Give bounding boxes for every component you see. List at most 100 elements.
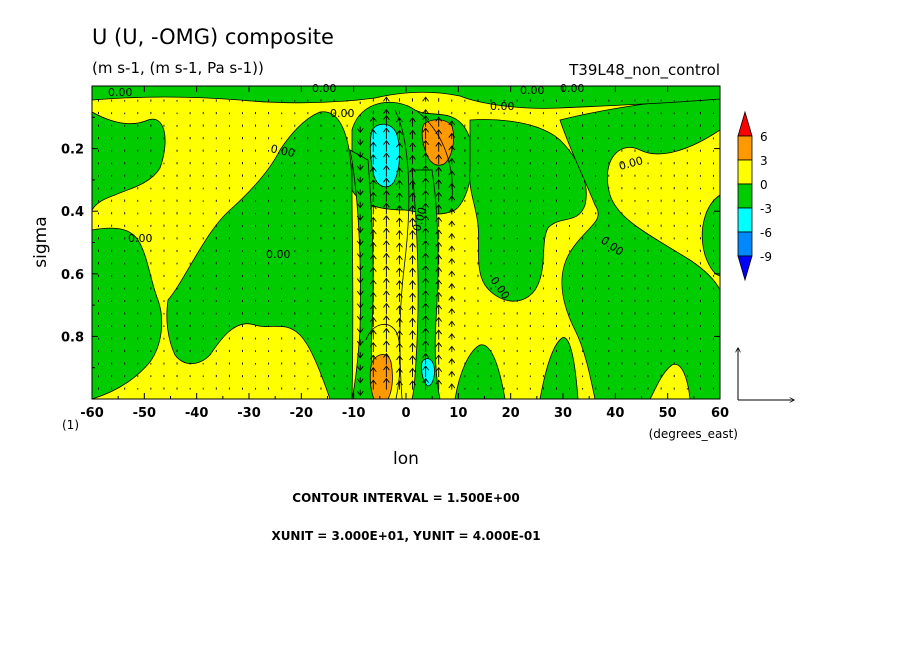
vector-arrowhead bbox=[422, 340, 429, 346]
x-axis-units: (degrees_east) bbox=[649, 427, 738, 441]
colorbar-segment bbox=[737, 135, 753, 161]
vector-arrowhead bbox=[356, 290, 364, 296]
vector-arrowhead bbox=[383, 377, 390, 383]
region-negative-west-mid bbox=[166, 111, 354, 399]
vector-arrowhead bbox=[448, 283, 456, 289]
vector-arrowhead bbox=[356, 390, 364, 397]
x-tick-label: 20 bbox=[502, 406, 520, 421]
vector-arrowhead bbox=[369, 354, 377, 360]
vector-arrowhead bbox=[383, 227, 390, 233]
vector-arrowhead bbox=[435, 179, 443, 185]
vector-arrowhead bbox=[409, 229, 416, 235]
y-tick-label: 0.8 bbox=[61, 330, 84, 345]
x-tick-label: -30 bbox=[237, 406, 261, 421]
chart-title: U (U, -OMG) composite bbox=[92, 25, 334, 49]
vector-arrowhead bbox=[448, 220, 456, 226]
panel-label: (1) bbox=[62, 418, 79, 432]
vector-arrowhead bbox=[383, 252, 390, 258]
vector-arrowhead bbox=[409, 242, 416, 248]
colorbar-label: -9 bbox=[760, 250, 772, 264]
vector-arrowhead bbox=[383, 365, 390, 371]
vector-arrowhead bbox=[356, 365, 364, 371]
vector-arrowhead bbox=[448, 157, 456, 163]
vector-arrowhead bbox=[383, 114, 390, 120]
vector-units-note: XUNIT = 3.000E+01, YUNIT = 4.000E-01 bbox=[271, 529, 540, 543]
colorbar-segment bbox=[737, 183, 753, 209]
vector-arrowhead bbox=[356, 178, 364, 184]
vector-arrowhead bbox=[383, 202, 390, 208]
vector-arrowhead bbox=[409, 355, 416, 361]
vector-arrowhead bbox=[383, 177, 390, 183]
vector-arrowhead bbox=[409, 204, 416, 210]
x-tick-label: 0 bbox=[401, 406, 410, 421]
vector-arrowhead bbox=[448, 145, 456, 151]
x-tick-label: 60 bbox=[711, 406, 729, 421]
vector-arrowhead bbox=[369, 366, 377, 373]
vector-arrowhead bbox=[409, 117, 416, 123]
vector-arrowhead bbox=[422, 109, 429, 115]
vector-arrowhead bbox=[356, 153, 364, 159]
vector-arrowhead bbox=[422, 202, 429, 208]
vector-arrowhead bbox=[435, 316, 443, 322]
vector-arrowhead bbox=[422, 315, 429, 321]
vector-arrowhead bbox=[369, 191, 377, 197]
vector-arrowhead bbox=[435, 329, 443, 335]
vector-arrowhead bbox=[369, 304, 377, 310]
vector-arrowhead bbox=[448, 207, 456, 213]
vector-arrowhead bbox=[422, 327, 429, 333]
vector-arrowhead bbox=[422, 302, 429, 308]
vector-arrowhead bbox=[448, 120, 456, 126]
vector-arrowhead bbox=[396, 154, 403, 160]
reference-vector bbox=[738, 348, 794, 400]
vector-arrowhead bbox=[396, 192, 403, 198]
vector-arrowhead bbox=[383, 109, 390, 115]
vector-arrowhead bbox=[383, 327, 390, 333]
vector-arrowhead bbox=[409, 267, 416, 273]
vector-arrowhead bbox=[409, 142, 416, 148]
vector-arrowhead bbox=[448, 170, 456, 176]
vector-arrowhead bbox=[422, 240, 429, 246]
vector-arrowhead bbox=[435, 116, 443, 122]
vector-arrowhead bbox=[396, 317, 403, 323]
vector-arrowhead bbox=[369, 316, 377, 322]
vector-arrowhead bbox=[356, 215, 364, 221]
vector-arrowhead bbox=[448, 320, 456, 326]
vector-arrowhead bbox=[409, 317, 416, 323]
vector-arrowhead bbox=[422, 277, 429, 283]
vector-arrowhead bbox=[422, 152, 429, 158]
region-negative-column-west bbox=[349, 149, 381, 399]
contour-label: 0.00 bbox=[108, 86, 133, 99]
colorbar-label: 0 bbox=[760, 178, 768, 192]
vector-arrowhead bbox=[369, 341, 377, 347]
y-tick-label: 0.4 bbox=[61, 205, 84, 220]
vector-arrowhead bbox=[409, 330, 416, 336]
vector-arrowhead bbox=[383, 277, 390, 283]
vector-arrowhead bbox=[369, 179, 377, 185]
vector-arrowhead bbox=[435, 216, 443, 222]
vector-arrowhead bbox=[369, 329, 377, 335]
vector-arrowhead bbox=[435, 204, 443, 210]
vector-arrowhead bbox=[409, 342, 416, 348]
contour-label: 0.00 bbox=[269, 142, 296, 160]
vector-arrowhead bbox=[409, 154, 416, 160]
vector-arrowhead bbox=[383, 340, 390, 346]
vector-arrowhead bbox=[396, 292, 403, 298]
vector-arrowhead bbox=[383, 240, 390, 246]
vector-arrowhead bbox=[435, 241, 443, 247]
vector-arrowhead bbox=[369, 229, 377, 235]
vector-arrowhead bbox=[448, 182, 456, 188]
colorbar-label: -6 bbox=[760, 226, 772, 240]
region-positive-lower-west bbox=[369, 354, 393, 399]
x-tick-label: 10 bbox=[449, 406, 467, 421]
vector-arrowhead bbox=[369, 279, 377, 285]
experiment-label: T39L48_non_control bbox=[568, 61, 720, 80]
vector-arrowhead bbox=[409, 179, 416, 185]
vector-arrowhead bbox=[435, 129, 443, 135]
colorbar-bottom-triangle bbox=[737, 255, 753, 282]
vector-arrowhead bbox=[369, 291, 377, 297]
vector-arrowhead bbox=[435, 229, 443, 235]
contour-label: 0.00 bbox=[560, 82, 585, 95]
vector-arrowhead bbox=[369, 266, 377, 272]
x-axis-label: lon bbox=[393, 449, 419, 469]
colorbar-segment bbox=[737, 159, 753, 185]
